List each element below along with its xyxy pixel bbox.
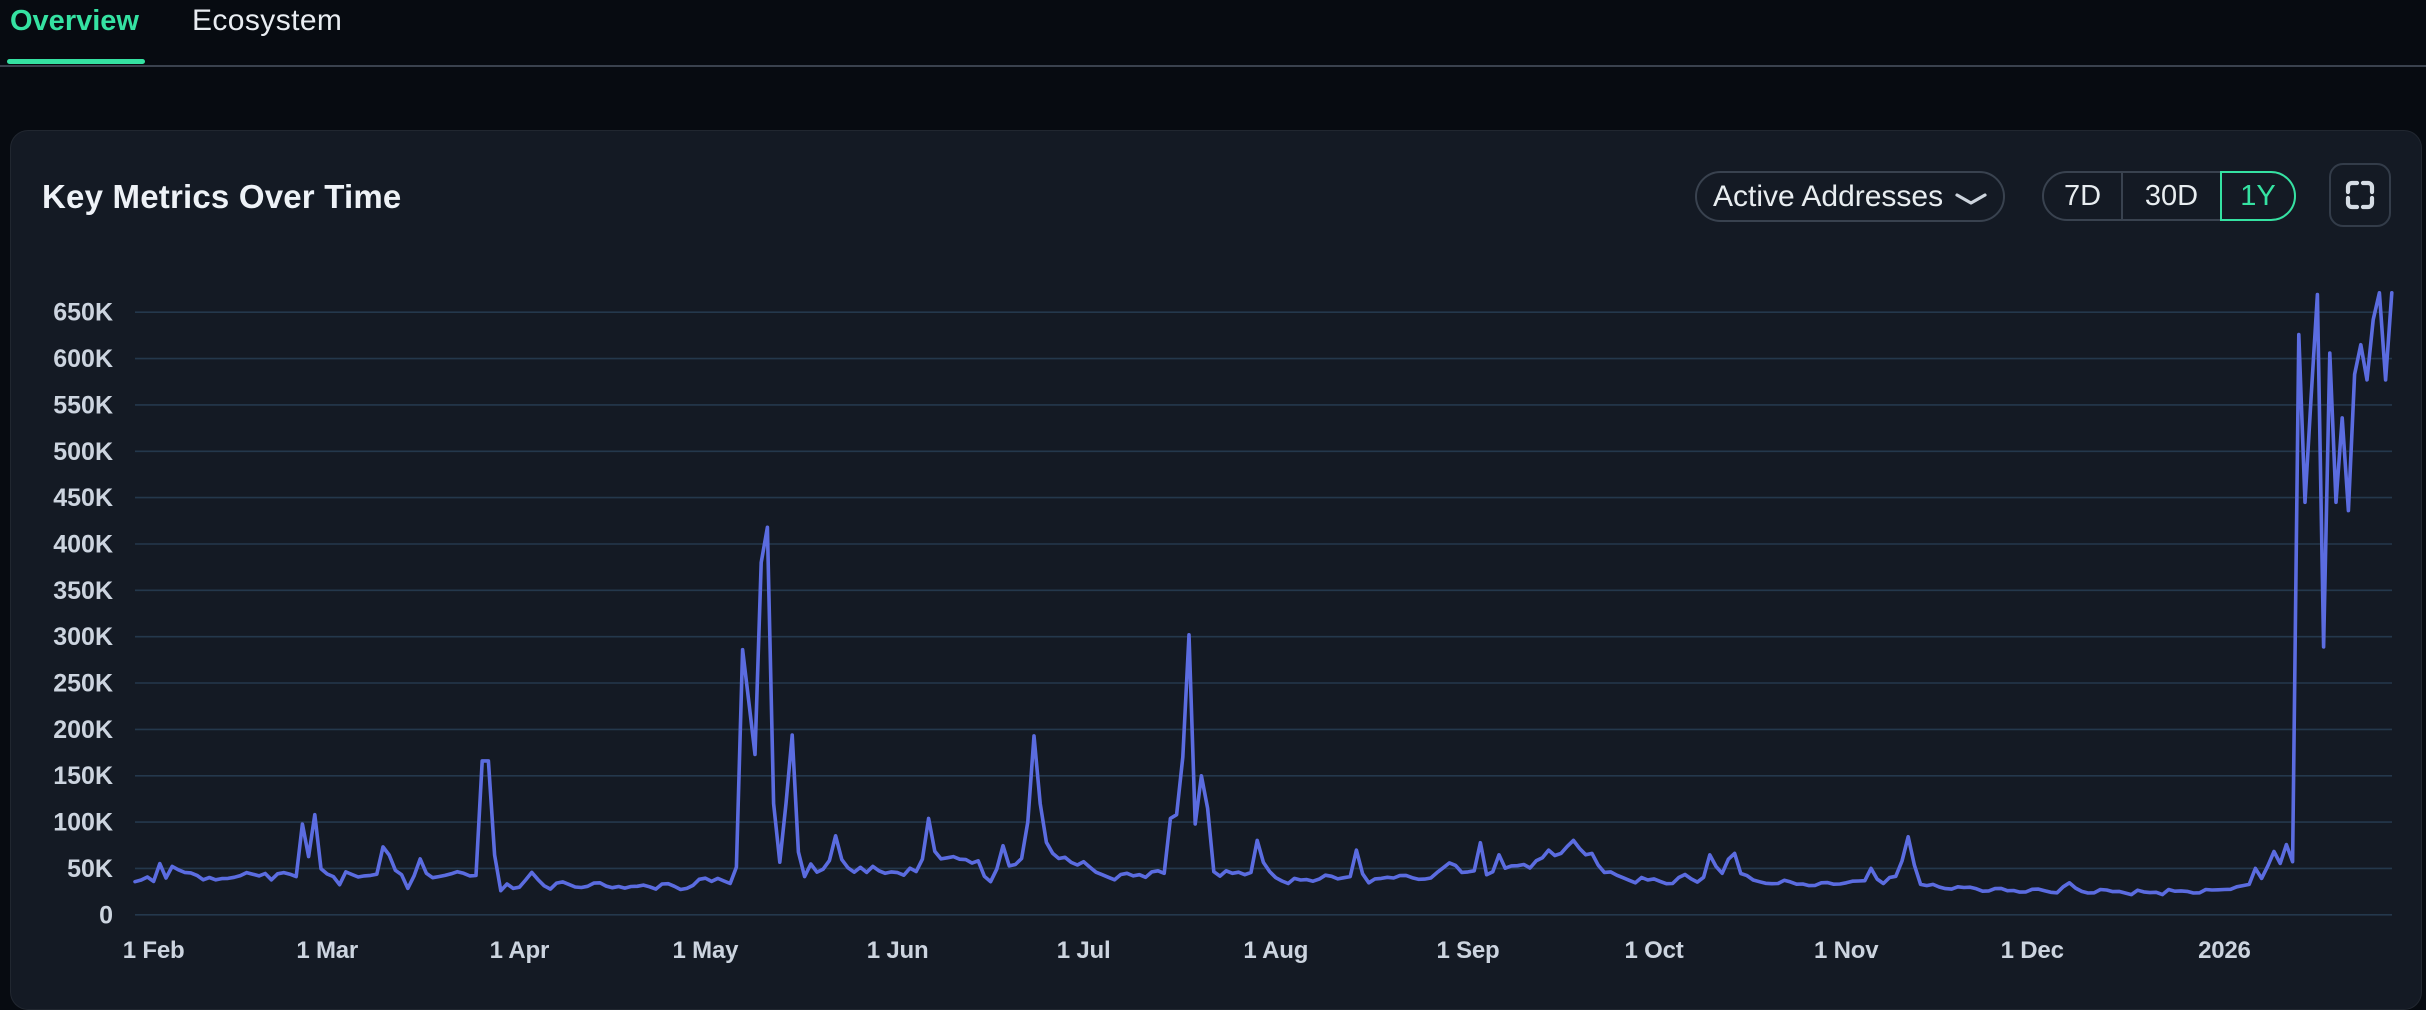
- svg-text:1 May: 1 May: [673, 937, 740, 964]
- svg-text:450K: 450K: [53, 484, 113, 512]
- svg-text:250K: 250K: [53, 670, 113, 698]
- svg-text:150K: 150K: [53, 762, 113, 790]
- svg-text:100K: 100K: [53, 809, 113, 837]
- svg-text:1 Apr: 1 Apr: [490, 937, 549, 964]
- svg-text:200K: 200K: [53, 716, 113, 744]
- svg-text:2026: 2026: [2198, 937, 2251, 964]
- svg-text:300K: 300K: [53, 623, 113, 651]
- svg-text:500K: 500K: [53, 438, 113, 466]
- svg-text:1 Oct: 1 Oct: [1624, 937, 1683, 964]
- svg-text:1 Aug: 1 Aug: [1243, 937, 1308, 964]
- svg-text:650K: 650K: [53, 299, 113, 327]
- svg-text:400K: 400K: [53, 531, 113, 559]
- svg-text:1 Jun: 1 Jun: [867, 937, 929, 964]
- svg-text:1 Sep: 1 Sep: [1436, 937, 1499, 964]
- svg-text:1 Mar: 1 Mar: [296, 937, 358, 964]
- svg-text:1 Dec: 1 Dec: [2001, 937, 2064, 964]
- svg-text:350K: 350K: [53, 577, 113, 605]
- svg-text:600K: 600K: [53, 345, 113, 373]
- svg-text:50K: 50K: [67, 855, 113, 883]
- svg-text:1 Nov: 1 Nov: [1814, 937, 1879, 964]
- svg-text:1 Jul: 1 Jul: [1057, 937, 1111, 964]
- svg-text:0: 0: [99, 901, 113, 929]
- svg-text:550K: 550K: [53, 391, 113, 419]
- svg-text:1 Feb: 1 Feb: [123, 937, 185, 964]
